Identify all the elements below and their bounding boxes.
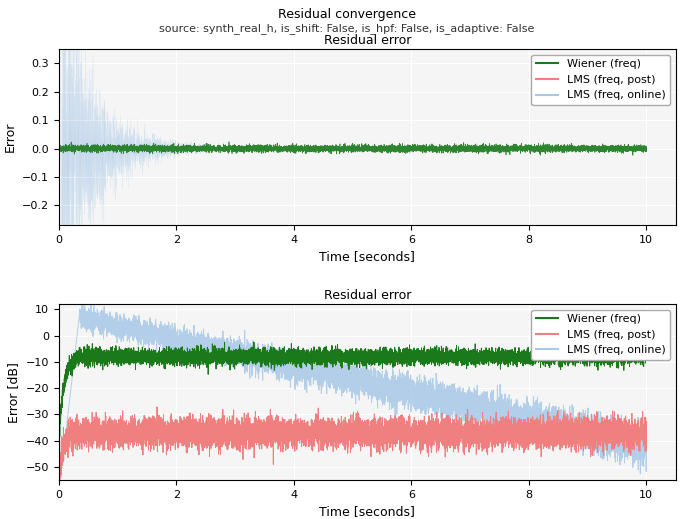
Legend: Wiener (freq), LMS (freq, post), LMS (freq, online): Wiener (freq), LMS (freq, post), LMS (fr… — [532, 55, 670, 105]
Text: source: synth_real_h, is_shift: False, is_hpf: False, is_adaptive: False: source: synth_real_h, is_shift: False, i… — [159, 23, 534, 34]
Text: Residual convergence: Residual convergence — [277, 8, 416, 21]
X-axis label: Time [seconds]: Time [seconds] — [319, 250, 415, 264]
X-axis label: Time [seconds]: Time [seconds] — [319, 506, 415, 518]
Title: Residual error: Residual error — [324, 289, 411, 302]
Title: Residual error: Residual error — [324, 34, 411, 47]
Y-axis label: Error [dB]: Error [dB] — [7, 362, 20, 422]
Y-axis label: Error: Error — [3, 122, 17, 153]
Legend: Wiener (freq), LMS (freq, post), LMS (freq, online): Wiener (freq), LMS (freq, post), LMS (fr… — [532, 310, 670, 360]
